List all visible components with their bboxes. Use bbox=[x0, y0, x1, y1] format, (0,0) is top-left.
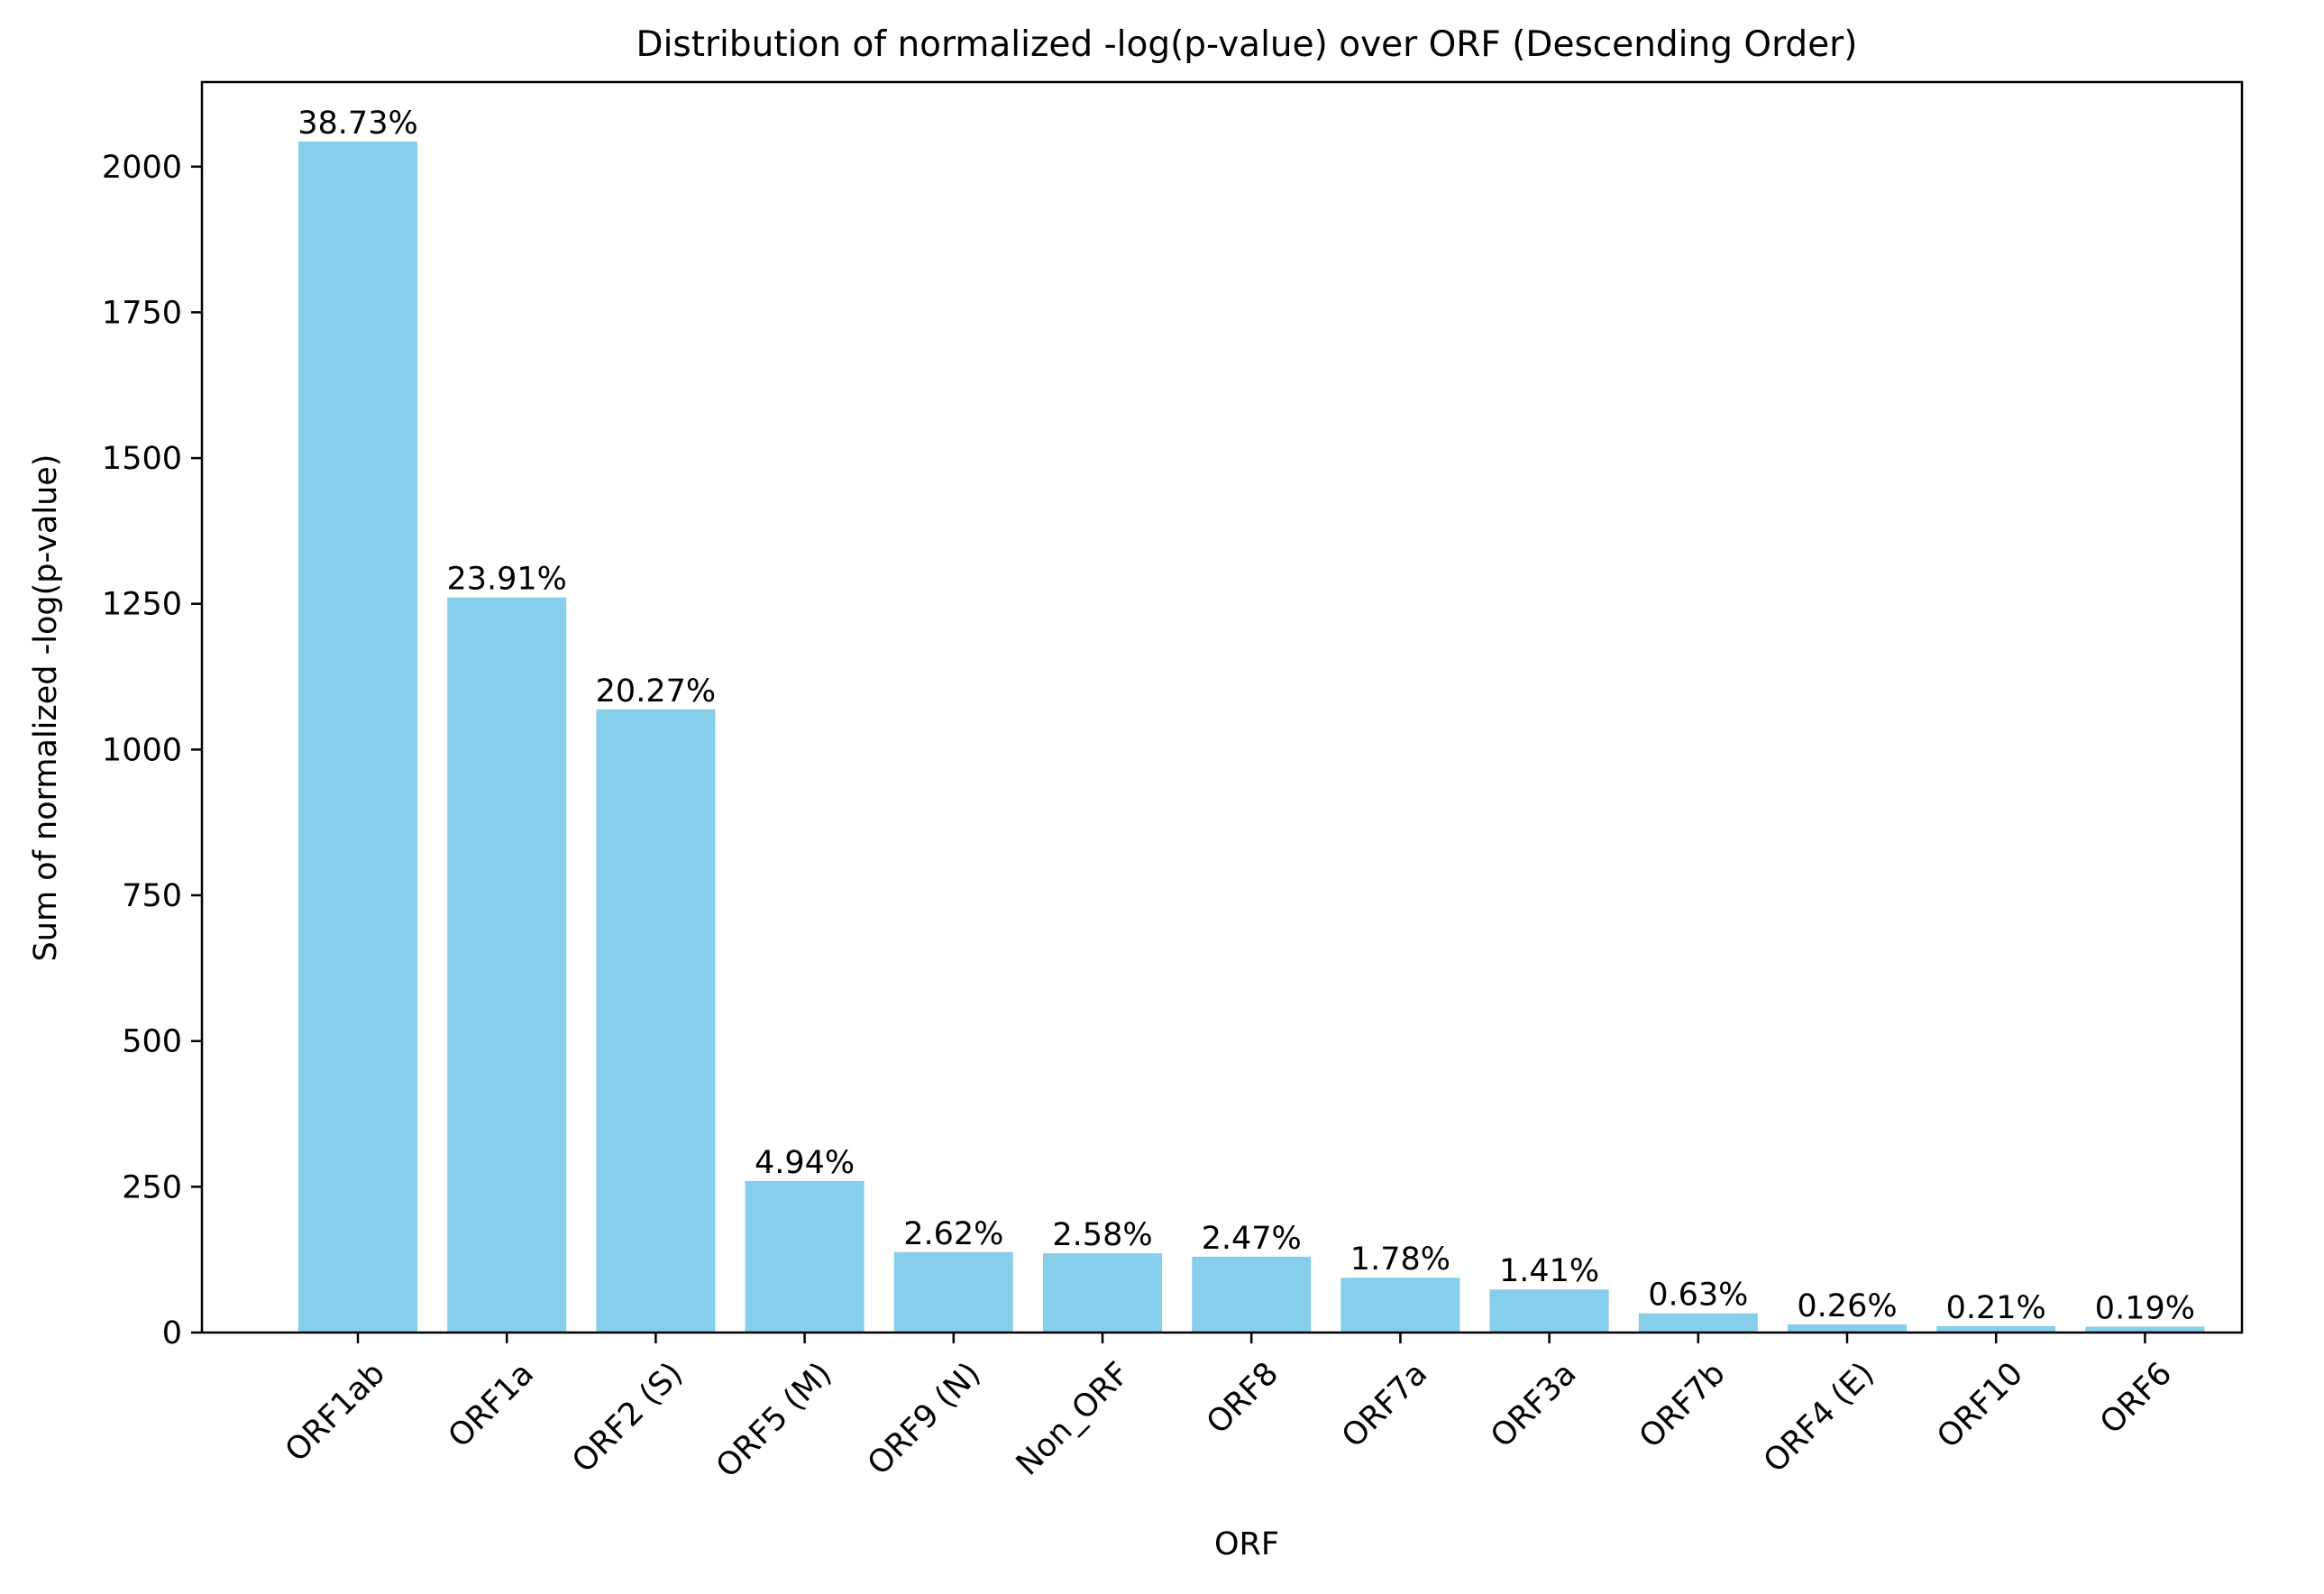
x-tick-label-orf9-n: ORF9 (N) bbox=[861, 1356, 988, 1483]
y-tick-label-1000: 1000 bbox=[102, 732, 182, 768]
data-label-orf5-m: 4.94% bbox=[755, 1145, 855, 1181]
y-axis-label: Sum of normalized -log(p-value) bbox=[28, 454, 64, 962]
chart-title: Distribution of normalized -log(p-value)… bbox=[636, 24, 1858, 65]
data-label-orf2-s: 20.27% bbox=[596, 673, 716, 710]
data-label-non-orf: 2.58% bbox=[1052, 1217, 1152, 1253]
bar-orf2-s bbox=[596, 709, 716, 1333]
x-axis-label: ORF bbox=[1214, 1526, 1279, 1562]
data-label-orf6: 0.19% bbox=[2095, 1291, 2195, 1327]
data-label-orf8: 2.47% bbox=[1202, 1221, 1302, 1257]
y-tick-label-1250: 1250 bbox=[102, 587, 182, 623]
bar-orf8 bbox=[1192, 1256, 1312, 1333]
x-tick-label-orf2-s: ORF2 (S) bbox=[565, 1356, 690, 1480]
bar-orf4-e bbox=[1788, 1324, 1907, 1333]
data-label-orf1ab: 38.73% bbox=[297, 105, 417, 142]
plot-frame bbox=[200, 80, 2244, 1334]
x-tick-label-orf7b: ORF7b bbox=[1633, 1356, 1733, 1456]
bar-orf7b bbox=[1638, 1313, 1758, 1333]
y-tick-label-1500: 1500 bbox=[102, 441, 182, 477]
y-tick-label-0: 0 bbox=[162, 1315, 182, 1351]
bar-orf10 bbox=[1936, 1325, 2056, 1333]
x-tick-label-orf7a: ORF7a bbox=[1335, 1356, 1434, 1455]
bar-orf1a bbox=[447, 597, 567, 1333]
x-tick-label-orf5-m: ORF5 (M) bbox=[709, 1356, 838, 1485]
x-tick-label-orf8: ORF8 bbox=[1200, 1356, 1286, 1442]
y-tick-label-750: 750 bbox=[122, 878, 182, 914]
bar-orf7a bbox=[1340, 1278, 1460, 1333]
data-label-orf10: 0.21% bbox=[1946, 1290, 2046, 1326]
y-tick-label-500: 500 bbox=[122, 1024, 182, 1060]
bar-orf6 bbox=[2085, 1326, 2205, 1333]
x-tick-label-orf4-e: ORF4 (E) bbox=[1757, 1356, 1881, 1480]
bar-orf1ab bbox=[298, 142, 417, 1333]
bar-orf9-n bbox=[893, 1251, 1013, 1333]
x-tick-label-orf6: ORF6 bbox=[2093, 1356, 2179, 1442]
x-tick-label-non-orf: Non_ORF bbox=[1010, 1356, 1137, 1483]
data-label-orf7b: 0.63% bbox=[1648, 1278, 1748, 1314]
x-tick-label-orf3a: ORF3a bbox=[1484, 1356, 1583, 1455]
data-label-orf9-n: 2.62% bbox=[903, 1216, 1003, 1252]
y-tick-label-250: 250 bbox=[122, 1169, 182, 1205]
data-label-orf4-e: 0.26% bbox=[1797, 1288, 1897, 1324]
data-label-orf7a: 1.78% bbox=[1350, 1241, 1450, 1278]
x-axis: ORF1ab ORF1a ORF2 (S) ORF5 (M) ORF9 (N) Non_O… bbox=[279, 1333, 2179, 1485]
y-tick-label-1750: 1750 bbox=[102, 295, 182, 331]
bar-orf3a bbox=[1489, 1289, 1609, 1333]
data-label-orf3a: 1.41% bbox=[1499, 1253, 1599, 1289]
data-label-orf1a: 23.91% bbox=[446, 562, 566, 598]
y-tick-label-2000: 2000 bbox=[102, 150, 182, 186]
x-tick-label-orf1ab: ORF1ab bbox=[279, 1356, 392, 1470]
x-tick-label-orf1a: ORF1a bbox=[442, 1356, 541, 1455]
y-axis: 0 250 500 750 1000 1250 1500 1750 2000 bbox=[102, 150, 202, 1351]
bar-non-orf bbox=[1043, 1253, 1162, 1333]
data-labels-layer: 38.73% 23.91% 20.27% 4.94% 2.62% 2.58% 2.47% 1.… bbox=[297, 105, 2195, 1327]
bar-orf5-m bbox=[745, 1180, 865, 1333]
x-tick-label-orf10: ORF10 bbox=[1930, 1356, 2030, 1456]
bars-layer bbox=[298, 142, 2205, 1333]
